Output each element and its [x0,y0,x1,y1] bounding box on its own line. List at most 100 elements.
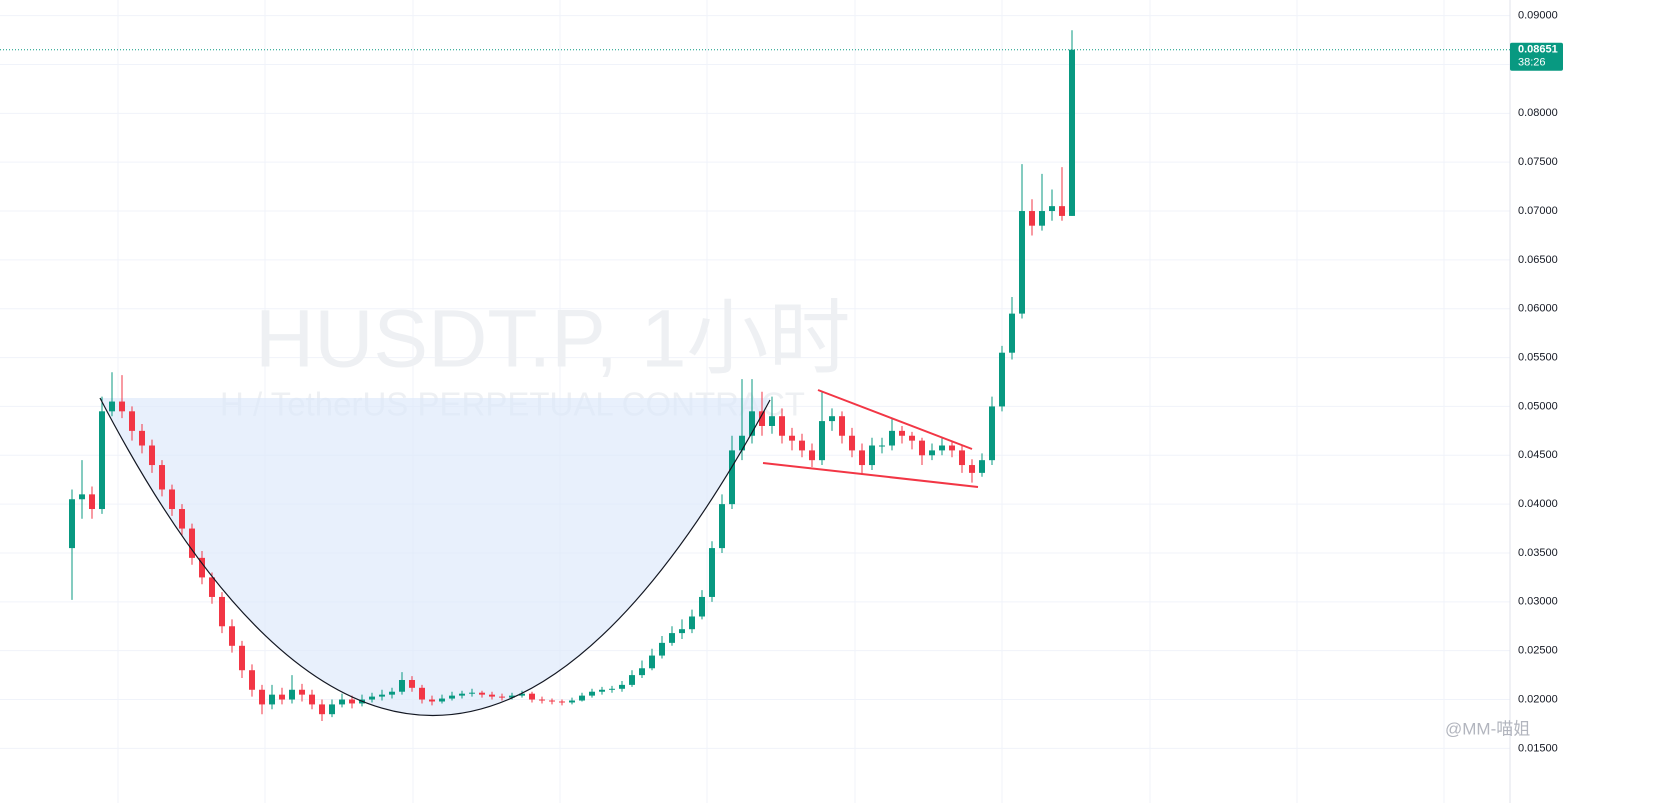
candle-body [919,440,925,456]
candle-body [779,416,785,436]
watermark-author: @MM-喵姐 [1445,719,1530,738]
candle-body [629,675,635,685]
candle-body [789,435,795,441]
candle-body [139,430,145,446]
candle-body [269,694,275,705]
candle-body [489,694,495,697]
y-tick-label: 0.07000 [1518,205,1558,217]
candle-body [209,577,215,597]
candle-body [199,557,205,578]
candle-body [129,411,135,431]
candle-body [669,633,675,643]
candle-body [589,691,595,696]
candle-body [249,670,255,690]
y-tick-label: 0.02000 [1518,693,1558,705]
candle-body [1039,211,1045,226]
candle-body [539,699,545,701]
y-tick-label: 0.05000 [1518,400,1558,412]
candle-body [649,655,655,669]
candle-body [679,629,685,634]
candle-body [809,450,815,461]
candle-body [839,416,845,436]
candle-body [119,401,125,412]
candle-body [1029,211,1035,226]
candle-body [969,465,975,473]
y-tick-label: 0.02500 [1518,645,1558,657]
y-tick-label: 0.05500 [1518,351,1558,363]
candle-body [519,693,525,696]
candle-body [379,694,385,697]
candle-body [579,695,585,701]
candle-body [799,440,805,451]
candle-body [99,411,105,510]
candle-body [229,626,235,646]
candle-body [659,642,665,656]
candle-body [469,692,475,694]
y-tick-label: 0.03000 [1518,596,1558,608]
candle-body [419,687,425,700]
candle-body [179,509,185,529]
candle-body [759,411,765,426]
candle-body [109,401,115,412]
candle-body [899,430,905,436]
candle-body [429,699,435,702]
candle-body [309,694,315,705]
candle-body [719,504,725,549]
y-tick-label: 0.01500 [1518,742,1558,754]
countdown-label: 38:26 [1518,57,1546,69]
y-tick-label: 0.06000 [1518,303,1558,315]
candle-body [989,406,995,461]
candle-body [339,699,345,705]
candle-body [529,693,535,700]
y-tick-label: 0.07500 [1518,156,1558,168]
candle-body [909,435,915,441]
candle-body [299,689,305,695]
triangle-lower-line [762,462,979,488]
watermark-title: HUSDT.P, 1小时 [255,294,850,385]
candle-body [749,411,755,436]
candle-body [549,700,555,702]
candle-body [259,689,265,705]
candle-body [399,679,405,692]
candle-body [849,435,855,451]
candle-body [879,445,885,447]
candle-body [439,698,445,702]
candle-body [639,668,645,676]
candle-body [159,465,165,490]
candle-body [449,695,455,699]
candle-body [289,689,295,700]
candle-body [769,416,775,426]
triangle-upper-line [817,389,973,450]
candle-body [959,450,965,466]
candle-body [69,499,75,549]
candle-body [499,696,505,698]
candle-body [149,445,155,466]
candle-body [319,704,325,715]
candle-body [329,704,335,715]
candle-body [939,445,945,451]
candle-body [699,596,705,617]
y-tick-label: 0.08000 [1518,107,1558,119]
candle-body [1059,206,1065,216]
candle-body [89,494,95,510]
candle-body [829,416,835,422]
candle-body [739,435,745,451]
candle-body [999,352,1005,407]
candle-body [1019,211,1025,314]
candle-body [709,548,715,597]
candle-body [729,450,735,505]
candle-body [79,494,85,500]
candle-body [889,430,895,446]
candle-body [389,691,395,695]
cup-fill [100,398,770,716]
candle-body [929,450,935,456]
candle-body [949,445,955,451]
candle-body [569,700,575,703]
candle-body [859,450,865,466]
candle-body [869,445,875,466]
candle-body [819,421,825,461]
candle-body [979,460,985,473]
candle-body [239,645,245,671]
candle-body [219,596,225,627]
